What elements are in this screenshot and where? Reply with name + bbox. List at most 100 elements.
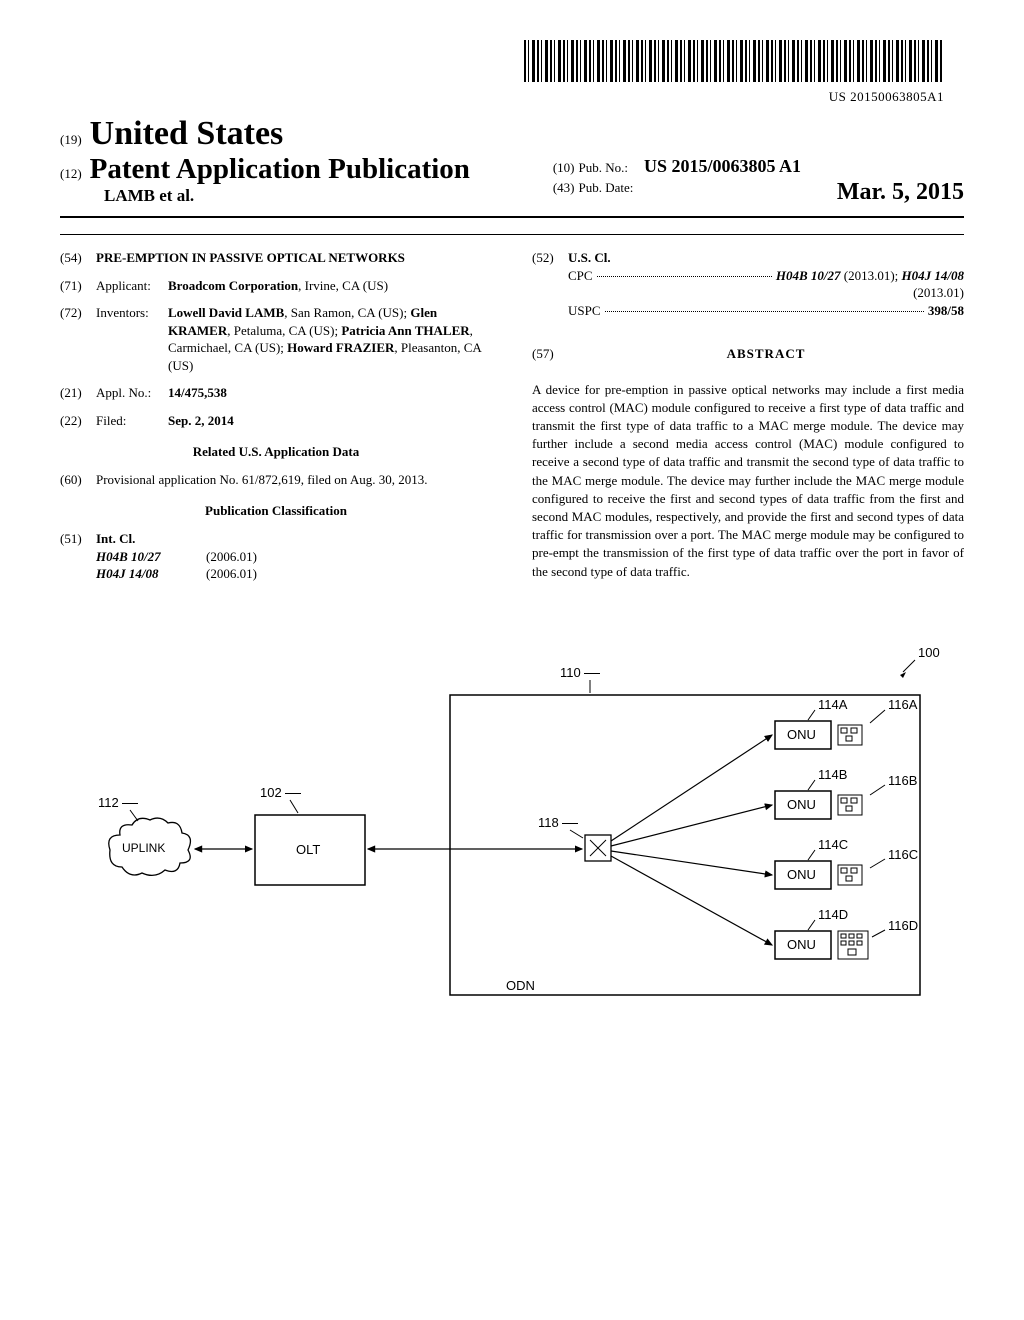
cpc-label: CPC bbox=[568, 267, 593, 285]
related-app-heading: Related U.S. Application Data bbox=[60, 443, 492, 461]
country-name: United States bbox=[90, 115, 284, 152]
field-60-body: Provisional application No. 61/872,619, … bbox=[96, 471, 492, 489]
ref-110: 110 bbox=[560, 665, 600, 680]
authors-short: LAMB et al. bbox=[60, 186, 533, 206]
field-72: (72) Inventors: Lowell David LAMB, San R… bbox=[60, 304, 492, 374]
uspc-row: USPC 398/58 bbox=[568, 302, 964, 320]
field-71-label: Applicant: bbox=[96, 277, 168, 295]
intcl-row-2: H04J 14/08 (2006.01) bbox=[96, 565, 492, 583]
ref-114b: 114B bbox=[818, 767, 847, 782]
field-54-num: (54) bbox=[60, 249, 96, 267]
field-21-num: (21) bbox=[60, 384, 96, 402]
header-right: (10) Pub. No.: US 2015/0063805 A1 (43) P… bbox=[533, 156, 964, 206]
inventor-3: Patricia Ann THALER bbox=[341, 323, 469, 338]
barcode-graphic bbox=[524, 40, 944, 82]
ref-112: 112 bbox=[98, 795, 138, 810]
divider-thick bbox=[60, 216, 964, 218]
field-51-num: (51) bbox=[60, 530, 96, 583]
label-19: (19) bbox=[60, 132, 82, 147]
field-51-body: Int. Cl. H04B 10/27 (2006.01) H04J 14/08… bbox=[96, 530, 492, 583]
label-10: (10) bbox=[553, 160, 575, 175]
ref-116c: 116C bbox=[888, 847, 918, 862]
ref-114c: 114C bbox=[818, 837, 848, 852]
field-71: (71) Applicant: Broadcom Corporation, Ir… bbox=[60, 277, 492, 295]
field-60: (60) Provisional application No. 61/872,… bbox=[60, 471, 492, 489]
inventor-1: Lowell David LAMB bbox=[168, 305, 284, 320]
field-72-label: Inventors: bbox=[96, 304, 168, 374]
label-43: (43) bbox=[553, 180, 575, 195]
applicant-name: Broadcom Corporation bbox=[168, 278, 298, 293]
figure-svg bbox=[60, 635, 964, 1035]
inventor-4: Howard FRAZIER bbox=[287, 340, 394, 355]
abstract-label: ABSTRACT bbox=[568, 345, 964, 363]
field-22: (22) Filed: Sep. 2, 2014 bbox=[60, 412, 492, 430]
ref-116b: 116B bbox=[888, 773, 917, 788]
pub-date-label: Pub. Date: bbox=[579, 180, 634, 195]
pub-date-value: Mar. 5, 2015 bbox=[837, 179, 964, 206]
uspc-dots bbox=[605, 302, 924, 312]
cpc-val-2: H04J 14/08 bbox=[902, 268, 964, 283]
inventor-2-loc: , Petaluma, CA (US); bbox=[227, 323, 341, 338]
intcl-year-1: (2006.01) bbox=[206, 548, 257, 566]
field-54: (54) PRE-EMPTION IN PASSIVE OPTICAL NETW… bbox=[60, 249, 492, 267]
field-21-label: Appl. No.: bbox=[96, 384, 168, 402]
intcl-row-1: H04B 10/27 (2006.01) bbox=[96, 548, 492, 566]
cpc-row: CPC H04B 10/27 (2013.01); H04J 14/08 bbox=[568, 267, 964, 285]
figure-1: 100 110 112 102 118 UPLINK OLT ODN ONU O… bbox=[60, 635, 964, 1035]
patent-page: US 20150063805A1 (19) United States (12)… bbox=[0, 0, 1024, 1055]
field-22-label: Filed: bbox=[96, 412, 168, 430]
header-row: (19) United States (12) Patent Applicati… bbox=[60, 115, 964, 206]
uplink-label: UPLINK bbox=[122, 841, 165, 855]
field-52-num: (52) bbox=[532, 249, 568, 319]
two-column-body: (54) PRE-EMPTION IN PASSIVE OPTICAL NETW… bbox=[60, 249, 964, 585]
header-left: (19) United States (12) Patent Applicati… bbox=[60, 115, 533, 206]
pub-no-label: Pub. No.: bbox=[579, 160, 628, 175]
olt-label: OLT bbox=[296, 842, 320, 857]
ref-116d: 116D bbox=[888, 918, 918, 933]
field-51: (51) Int. Cl. H04B 10/27 (2006.01) H04J … bbox=[60, 530, 492, 583]
intcl-year-2: (2006.01) bbox=[206, 565, 257, 583]
onu-d-label: ONU bbox=[787, 937, 816, 952]
onu-b-label: ONU bbox=[787, 797, 816, 812]
odn-label: ODN bbox=[506, 978, 535, 993]
field-52: (52) U.S. Cl. CPC H04B 10/27 (2013.01); … bbox=[532, 249, 964, 319]
publication-type: Patent Application Publication bbox=[90, 153, 470, 185]
ref-114a: 114A bbox=[818, 697, 847, 712]
abstract-header: (57) ABSTRACT bbox=[532, 345, 964, 363]
label-12: (12) bbox=[60, 166, 82, 181]
cpc-year-2: (2013.01) bbox=[568, 284, 964, 302]
intcl-code-1: H04B 10/27 bbox=[96, 548, 206, 566]
field-21-value: 14/475,538 bbox=[168, 384, 492, 402]
divider-thin bbox=[60, 234, 964, 235]
intcl-label: Int. Cl. bbox=[96, 530, 492, 548]
right-column: (52) U.S. Cl. CPC H04B 10/27 (2013.01); … bbox=[532, 249, 964, 585]
inventor-1-loc: , San Ramon, CA (US); bbox=[284, 305, 410, 320]
onu-a-label: ONU bbox=[787, 727, 816, 742]
onu-c-label: ONU bbox=[787, 867, 816, 882]
field-71-num: (71) bbox=[60, 277, 96, 295]
field-21: (21) Appl. No.: 14/475,538 bbox=[60, 384, 492, 402]
field-22-value: Sep. 2, 2014 bbox=[168, 412, 492, 430]
cpc-year-1: (2013.01); bbox=[840, 268, 901, 283]
barcode-section: US 20150063805A1 bbox=[60, 40, 944, 105]
applicant-loc: , Irvine, CA (US) bbox=[298, 278, 388, 293]
cpc-values: H04B 10/27 (2013.01); H04J 14/08 bbox=[776, 267, 964, 285]
ref-116a: 116A bbox=[888, 697, 917, 712]
field-22-num: (22) bbox=[60, 412, 96, 430]
pub-no-value: US 2015/0063805 A1 bbox=[644, 156, 801, 176]
field-72-num: (72) bbox=[60, 304, 96, 374]
field-60-num: (60) bbox=[60, 471, 96, 489]
abstract-num: (57) bbox=[532, 345, 568, 363]
field-72-body: Lowell David LAMB, San Ramon, CA (US); G… bbox=[168, 304, 492, 374]
field-54-title: PRE-EMPTION IN PASSIVE OPTICAL NETWORKS bbox=[96, 249, 492, 267]
ref-114d: 114D bbox=[818, 907, 848, 922]
ref-100: 100 bbox=[918, 645, 940, 660]
intcl-code-2: H04J 14/08 bbox=[96, 565, 206, 583]
ref-118: 118 bbox=[538, 815, 578, 830]
left-column: (54) PRE-EMPTION IN PASSIVE OPTICAL NETW… bbox=[60, 249, 492, 585]
field-71-body: Broadcom Corporation, Irvine, CA (US) bbox=[168, 277, 492, 295]
abstract-body: A device for pre-emption in passive opti… bbox=[532, 381, 964, 581]
pub-class-heading: Publication Classification bbox=[60, 502, 492, 520]
field-52-body: U.S. Cl. CPC H04B 10/27 (2013.01); H04J … bbox=[568, 249, 964, 319]
uscl-label: U.S. Cl. bbox=[568, 249, 964, 267]
